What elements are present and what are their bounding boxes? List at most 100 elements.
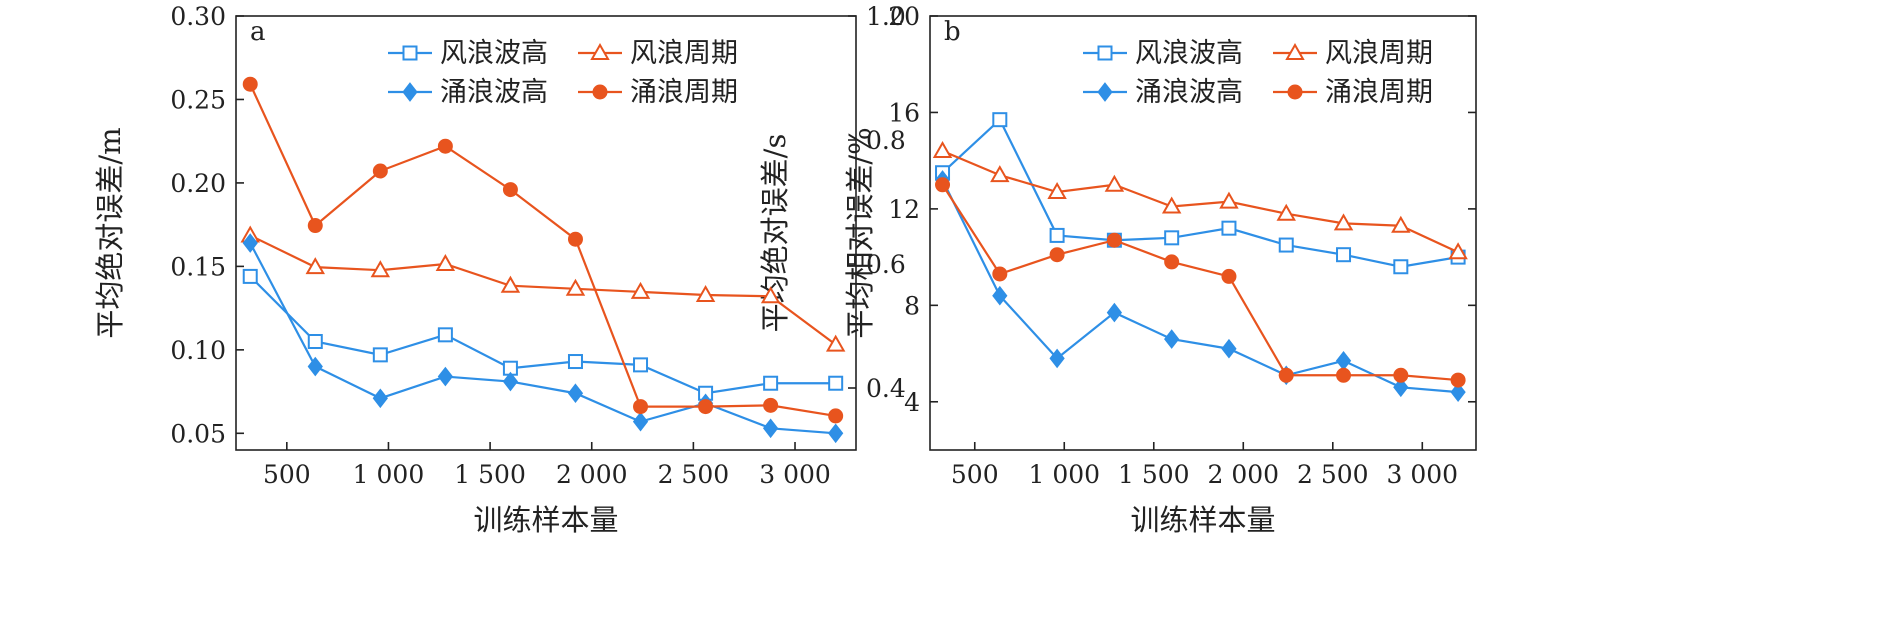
plot-frame — [235, 15, 857, 451]
data-point — [370, 260, 391, 278]
y-tick-label: 0.20 — [170, 169, 226, 198]
series-0 — [935, 112, 1466, 275]
data-point — [828, 375, 844, 391]
series-line — [249, 83, 836, 417]
y-tick-label: 8 — [904, 291, 920, 320]
x-axis-title: 训练样本量 — [473, 503, 618, 537]
y-tick-label: 12 — [888, 195, 920, 224]
data-point — [1221, 338, 1237, 359]
y-tick-label: 4 — [904, 388, 920, 417]
legend-label: 涌浪周期 — [630, 77, 738, 108]
data-point — [992, 266, 1008, 282]
data-point — [632, 411, 649, 432]
series-line — [941, 179, 1459, 394]
data-point — [567, 231, 583, 247]
data-point — [307, 356, 323, 377]
y-axis-title: 平均相对误差/% — [843, 127, 877, 338]
series-line — [942, 150, 1459, 254]
data-point — [1106, 232, 1122, 248]
legend-marker — [592, 84, 608, 100]
series-0 — [242, 268, 844, 401]
data-point — [630, 281, 651, 299]
x-tick-label: 500 — [951, 460, 999, 489]
data-point — [828, 408, 844, 424]
data-point — [1106, 302, 1123, 323]
data-point — [1336, 367, 1352, 383]
legend-label: 涌浪周期 — [1325, 77, 1433, 108]
data-point — [305, 257, 326, 275]
series-line — [941, 184, 1459, 382]
data-point — [1049, 247, 1065, 263]
data-point — [437, 138, 453, 154]
data-point — [1221, 220, 1237, 236]
data-point — [1278, 367, 1294, 383]
data-point — [1278, 237, 1294, 253]
y-right-tick-label: 1.0 — [866, 2, 906, 31]
legend-marker — [1287, 84, 1303, 100]
data-point — [1164, 329, 1180, 349]
data-point — [1104, 174, 1125, 192]
data-point — [760, 286, 781, 304]
series-1 — [932, 141, 1468, 260]
legend-label: 风浪波高 — [440, 38, 548, 69]
data-point — [633, 399, 649, 415]
data-point — [1164, 230, 1180, 246]
data-point — [763, 397, 779, 413]
series-2 — [934, 170, 1466, 402]
legend-marker — [402, 82, 418, 102]
data-point — [307, 334, 323, 349]
data-point — [1221, 268, 1237, 284]
data-point — [1164, 254, 1180, 270]
data-point — [437, 327, 453, 343]
data-point — [1450, 382, 1466, 402]
legend-label: 风浪波高 — [1135, 38, 1243, 69]
data-point — [990, 165, 1010, 183]
y-axis-title: 平均绝对误差/m — [93, 127, 127, 338]
data-point — [1335, 350, 1352, 371]
x-tick-label: 2 500 — [658, 460, 730, 489]
data-point — [1049, 348, 1065, 369]
data-point — [1393, 259, 1409, 275]
x-tick-label: 500 — [263, 460, 311, 489]
data-point — [698, 399, 714, 415]
data-point — [932, 141, 953, 159]
data-point — [500, 275, 521, 293]
x-tick-label: 1 000 — [1028, 460, 1100, 489]
legend-label: 风浪周期 — [630, 38, 738, 69]
y-right-tick-label: 0.6 — [866, 250, 906, 279]
series-line — [249, 275, 836, 395]
data-point — [242, 268, 258, 284]
series-line — [249, 242, 836, 435]
legend-label: 风浪周期 — [1325, 38, 1433, 69]
legend-marker — [1285, 42, 1305, 60]
series-3 — [935, 177, 1466, 388]
data-point — [992, 285, 1008, 306]
x-axis-title: 训练样本量 — [1130, 503, 1275, 537]
panel-a: 500 1 000 1 500 2 000 2 500 3 000 0.05 0.10 0.15… — [93, 2, 906, 537]
data-point — [372, 163, 388, 179]
data-point — [695, 284, 716, 302]
x-tick-label: 2 000 — [556, 460, 628, 489]
data-point — [1448, 242, 1468, 260]
legend-marker — [1097, 82, 1113, 102]
x-tick-label: 1 500 — [454, 460, 526, 489]
data-point — [1393, 367, 1409, 383]
x-tick-label: 1 000 — [353, 460, 425, 489]
data-point — [1047, 181, 1067, 200]
data-point — [1336, 247, 1352, 263]
data-point — [567, 354, 583, 370]
data-point — [828, 423, 844, 444]
x-tick-label: 1 500 — [1118, 460, 1190, 489]
data-point — [565, 278, 586, 296]
data-point — [992, 112, 1008, 128]
y-right-tick-label: 0.8 — [866, 126, 906, 155]
data-point — [1219, 191, 1239, 209]
y-tick-label: 0.10 — [170, 336, 226, 365]
y-tick-label: 20 — [888, 2, 920, 31]
legend-marker — [590, 42, 610, 60]
data-point — [502, 371, 519, 392]
data-point — [502, 182, 518, 198]
series-1 — [240, 225, 846, 352]
